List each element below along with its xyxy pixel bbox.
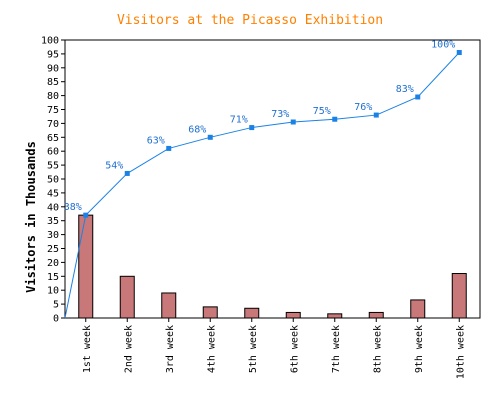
x-tick-label: 8th week xyxy=(372,325,383,373)
y-tick-label: 15 xyxy=(47,272,59,283)
y-tick-label: 95 xyxy=(47,49,59,60)
line-point xyxy=(415,94,421,100)
bar xyxy=(410,299,426,319)
x-tick-label: 5th week xyxy=(248,325,259,373)
bar xyxy=(244,307,260,319)
y-tick-label: 55 xyxy=(47,161,59,172)
x-tick-label: 1st week xyxy=(82,325,93,373)
data-label: 54% xyxy=(105,160,123,171)
y-tick-label: 10 xyxy=(47,286,59,297)
data-label: 100% xyxy=(431,40,455,51)
y-tick-label: 0 xyxy=(53,314,59,325)
x-tick-label: 10th week xyxy=(455,325,466,379)
x-tick-label: 9th week xyxy=(414,325,425,373)
data-label: 63% xyxy=(147,135,165,146)
y-tick-label: 5 xyxy=(53,300,59,311)
y-tick-label: 90 xyxy=(47,63,59,74)
bar xyxy=(327,313,343,319)
x-tick-label: 6th week xyxy=(289,325,300,373)
bar xyxy=(451,273,467,319)
bar xyxy=(78,214,94,319)
line-point xyxy=(166,145,172,151)
y-tick-label: 60 xyxy=(47,147,59,158)
data-label: 71% xyxy=(230,115,248,126)
x-tick-label: 7th week xyxy=(331,325,342,373)
line-point xyxy=(83,212,89,218)
x-tick-label: 4th week xyxy=(206,325,217,373)
plot-area: 0 5 10 15 20 25 30 35 40 45 50 55 60 65 70 75 80 85 90 95 10… xyxy=(41,36,481,379)
bar xyxy=(161,292,177,319)
data-label: 38% xyxy=(64,202,82,213)
line-point xyxy=(456,50,462,56)
y-tick-label: 100 xyxy=(41,36,59,47)
y-tick-label: 40 xyxy=(47,202,59,213)
data-label: 73% xyxy=(271,109,289,120)
y-tick-label: 25 xyxy=(47,244,59,255)
x-tick-label: 2nd week xyxy=(123,325,134,373)
data-label: 76% xyxy=(354,102,372,113)
y-tick-label: 70 xyxy=(47,119,59,130)
data-label: 83% xyxy=(396,84,414,95)
bar xyxy=(119,275,135,319)
x-tick-label: 3rd week xyxy=(165,325,176,373)
line-point xyxy=(332,116,338,122)
line-point xyxy=(373,112,379,118)
line-point xyxy=(249,125,255,131)
y-tick-label: 80 xyxy=(47,91,59,102)
y-axis-label: Visitors in Thousands xyxy=(24,141,38,293)
y-tick-label: 20 xyxy=(47,258,59,269)
bar xyxy=(285,311,301,319)
chart-title: Visitors at the Picasso Exhibition xyxy=(117,13,383,28)
y-tick-label: 75 xyxy=(47,105,59,116)
bar xyxy=(202,306,218,319)
line-point xyxy=(207,134,213,140)
y-tick-label: 85 xyxy=(47,77,59,88)
bar xyxy=(368,311,384,319)
y-tick-label: 65 xyxy=(47,133,59,144)
y-tick-label: 30 xyxy=(47,230,59,241)
y-tick-label: 35 xyxy=(47,216,59,227)
line-point xyxy=(290,119,296,125)
y-tick-label: 50 xyxy=(47,175,59,186)
y-tick-label: 45 xyxy=(47,188,59,199)
data-label: 68% xyxy=(188,124,206,135)
line-point xyxy=(124,170,130,176)
data-label: 75% xyxy=(313,106,331,117)
